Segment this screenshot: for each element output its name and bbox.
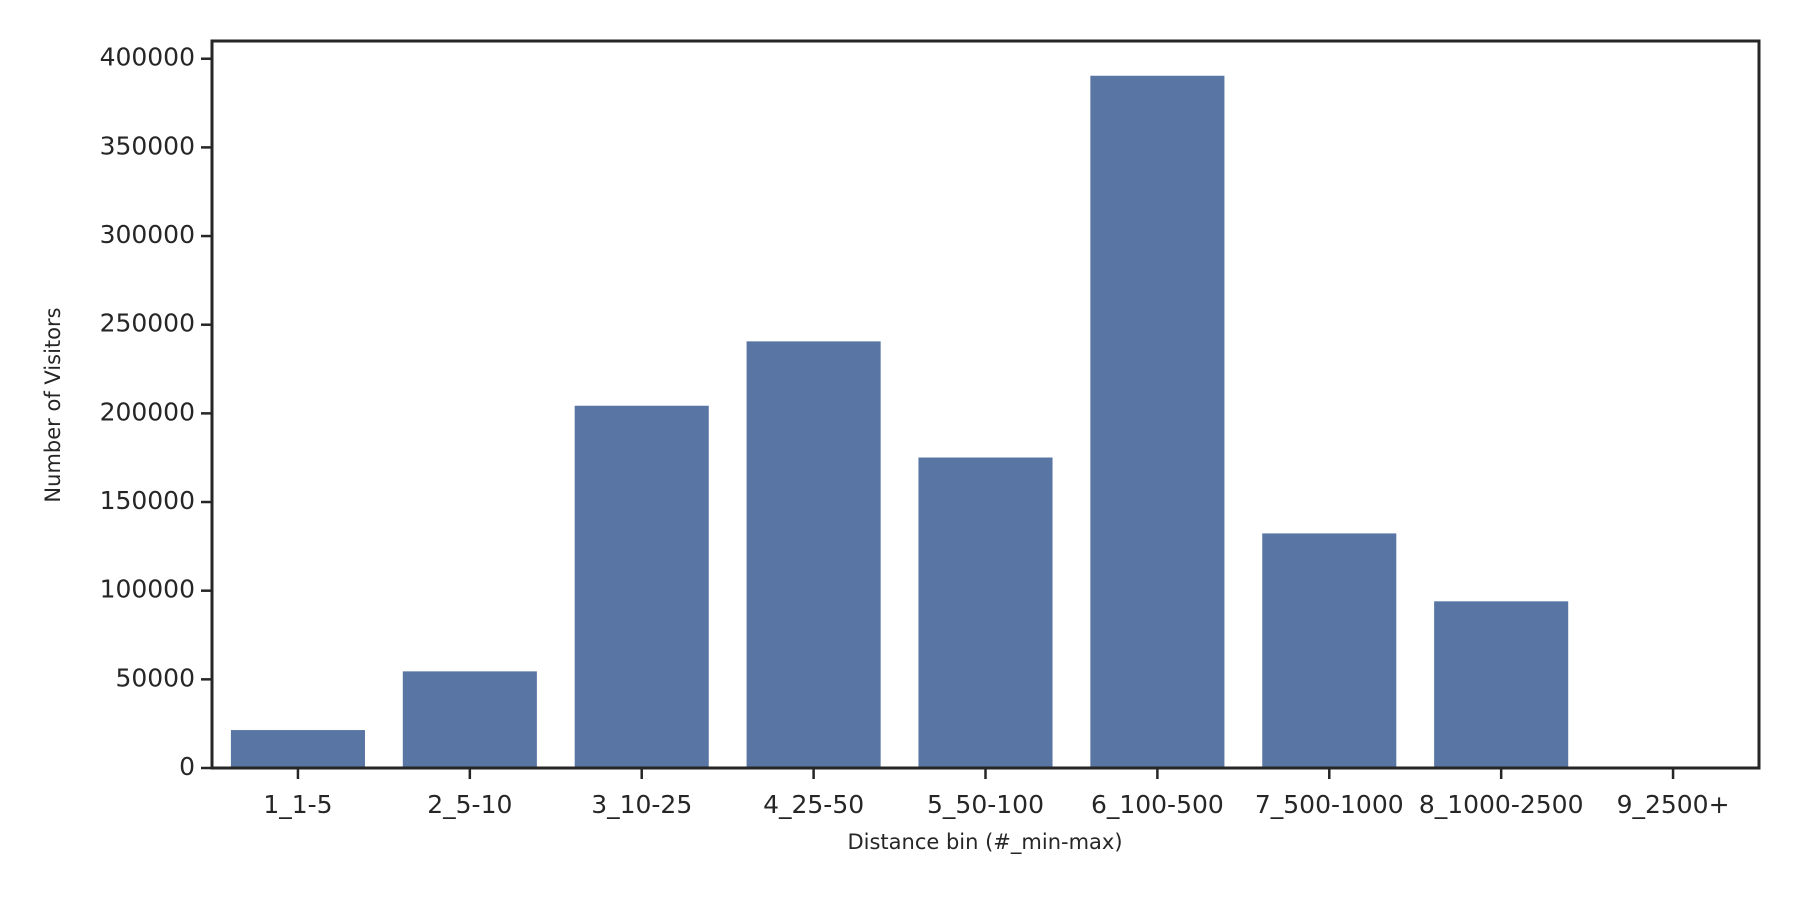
bar [1090,75,1225,768]
x-tick-label: 6_100-500 [1091,790,1224,819]
x-tick-label: 2_5-10 [427,790,512,819]
y-tick-label: 0 [179,752,195,781]
y-tick-label: 150000 [100,486,195,515]
plot-frame [210,39,1761,770]
y-tick-label: 300000 [100,220,195,249]
x-tick-label: 8_1000-2500 [1419,790,1584,819]
bar [574,405,709,768]
y-tick-label: 350000 [100,131,195,160]
x-tick-label: 7_500-1000 [1255,790,1404,819]
x-tick-label: 5_50-100 [927,790,1044,819]
y-axis-label: Number of Visitors [41,307,65,502]
y-tick-label: 200000 [100,397,195,426]
y-tick-label: 50000 [115,663,195,692]
y-tick-label: 100000 [100,575,195,604]
x-axis-label: Distance bin (#_min-max) [847,830,1122,855]
x-tick-label: 1_1-5 [263,790,332,819]
y-tick-label: 250000 [100,309,195,338]
x-tick-label: 9_2500+ [1617,790,1730,819]
bar [402,671,537,768]
bar [1262,533,1397,768]
y-tick-label: 400000 [100,43,195,72]
x-tick-label: 4_25-50 [763,790,864,819]
bar [230,730,365,768]
bar [918,457,1053,768]
bar [746,341,881,768]
bar [1434,601,1569,768]
x-tick-label: 3_10-25 [591,790,692,819]
